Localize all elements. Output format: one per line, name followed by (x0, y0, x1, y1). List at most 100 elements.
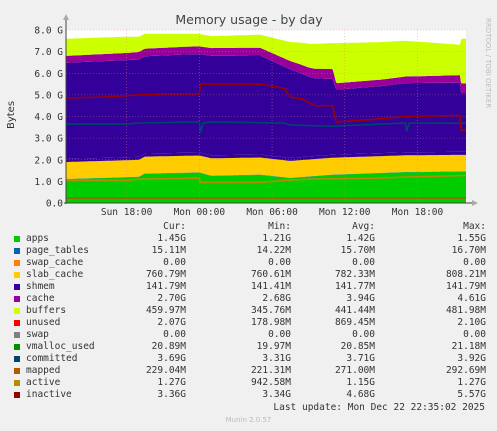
legend-avg: 1.15G (346, 377, 375, 388)
legend-max: 1.55G (457, 233, 486, 244)
legend-name: cache (26, 293, 55, 304)
area-buffers (66, 46, 466, 94)
legend-row-vmalloc_used: vmalloc_used 20.89M 19.97M 20.85M 21.18M (0, 341, 497, 353)
legend-row-shmem: shmem 141.79M 141.41M 141.77M 141.79M (0, 281, 497, 293)
legend-swatch (14, 332, 20, 338)
legend-cur: 1.27G (157, 377, 186, 388)
y-tick-label: 8.0 G (34, 26, 63, 37)
legend-swatch (14, 380, 20, 386)
legend-max: 141.79M (445, 281, 486, 292)
legend-max: 4.61G (457, 293, 486, 304)
legend-swatch (14, 356, 20, 362)
legend-max: 1.27G (457, 377, 486, 388)
legend-min: 221.31M (250, 365, 291, 376)
legend-max: 3.92G (457, 353, 486, 364)
last-update: Last update: Mon Dec 22 22:35:02 2025 (273, 402, 485, 413)
y-tick-label: 2.0 G (34, 155, 63, 166)
legend-cur: 3.36G (157, 389, 186, 400)
legend-cur: 141.79M (145, 281, 186, 292)
x-tick-label: Mon 12:00 (319, 207, 371, 218)
legend-min: 942.58M (250, 377, 291, 388)
legend-avg: 141.77M (334, 281, 375, 292)
legend-avg: 782.33M (334, 269, 375, 280)
legend-cur: 2.07G (157, 317, 186, 328)
x-tick-label: Mon 18:00 (392, 207, 444, 218)
legend-avg: 869.45M (334, 317, 375, 328)
legend-min: 178.98M (250, 317, 291, 328)
area-cache (66, 54, 466, 159)
legend-swatch (14, 320, 20, 326)
y-tick-label: 0.0 (46, 199, 63, 210)
legend-row-apps: apps 1.45G 1.21G 1.42G 1.55G (0, 233, 497, 245)
legend-header-max: Max: (463, 221, 486, 232)
legend-avg: 271.00M (334, 365, 375, 376)
legend-min: 14.22M (256, 245, 291, 256)
line-active (66, 174, 467, 184)
legend-swatch (14, 284, 20, 290)
legend-avg: 4.68G (346, 389, 375, 400)
legend-max: 481.98M (445, 305, 486, 316)
y-axis-label: Bytes (6, 101, 17, 129)
x-tick-label: Mon 00:00 (174, 207, 226, 218)
line-committed (66, 121, 467, 133)
x-tick-label: Sun 18:00 (101, 207, 153, 218)
y-tick-label: 4.0 G (34, 112, 63, 123)
legend-row-buffers: buffers 459.97M 345.76M 441.44M 481.98M (0, 305, 497, 317)
legend-swatch (14, 236, 20, 242)
y-tick-label: 5.0 G (34, 90, 63, 101)
area-unused (66, 33, 466, 84)
x-axis-arrow-icon (472, 200, 478, 206)
legend-cur: 3.69G (157, 353, 186, 364)
legend-name: swap_cache (26, 257, 84, 268)
legend-max: 0.00 (463, 257, 486, 268)
legend-avg: 3.94G (346, 293, 375, 304)
legend-name: vmalloc_used (26, 341, 95, 352)
legend-avg: 20.85M (340, 341, 375, 352)
plot-area: 0.0 1.0 G 2.0 G 3.0 G 4.0 G 5.0 G 6.0 G 7.0 G 8.… (34, 14, 478, 218)
legend-cur: 0.00 (163, 257, 186, 268)
legend-row-mapped: mapped 229.04M 221.31M 271.00M 292.69M (0, 365, 497, 377)
y-tick-label: 6.0 G (34, 69, 63, 80)
munin-credit: Munin 2.0.57 (225, 416, 272, 424)
legend-row-swap: swap 0.00 0.00 0.00 0.00 (0, 329, 497, 341)
legend-min: 345.76M (250, 305, 291, 316)
legend-row-active: active 1.27G 942.58M 1.15G 1.27G (0, 377, 497, 389)
legend-max: 5.57G (457, 389, 486, 400)
legend-avg: 3.71G (346, 353, 375, 364)
area-shmem (66, 151, 466, 162)
legend-swatch (14, 344, 20, 350)
legend-avg: 441.44M (334, 305, 375, 316)
y-tick-label: 1.0 G (34, 177, 63, 188)
legend-row-slab_cache: slab_cache 760.79M 760.61M 782.33M 808.21M (0, 269, 497, 281)
y-axis-arrow-icon (63, 14, 69, 20)
legend-max: 292.69M (445, 365, 486, 376)
legend-min: 3.31G (262, 353, 291, 364)
legend-cur: 760.79M (145, 269, 186, 280)
legend-name: apps (26, 233, 49, 244)
legend-avg: 0.00 (352, 257, 375, 268)
legend-row-swap_cache: swap_cache 0.00 0.00 0.00 0.00 (0, 257, 497, 269)
legend-swatch (14, 392, 20, 398)
legend-avg: 15.70M (340, 245, 375, 256)
legend-name: committed (26, 353, 78, 364)
legend-name: inactive (26, 389, 72, 400)
line-inactive (65, 83, 466, 132)
rrdtool-credit: RRDTOOL / TOBI OETIKER (484, 18, 492, 108)
legend-max: 2.10G (457, 317, 486, 328)
legend-min: 0.00 (268, 329, 291, 340)
legend-name: swap (26, 329, 49, 340)
legend-min: 0.00 (268, 257, 291, 268)
legend-min: 1.21G (262, 233, 291, 244)
legend-min: 3.34G (262, 389, 291, 400)
legend-row-committed: committed 3.69G 3.31G 3.71G 3.92G (0, 353, 497, 365)
legend-header-cur: Cur: (163, 221, 186, 232)
legend-swatch (14, 272, 20, 278)
legend-name: buffers (26, 305, 67, 316)
legend-swatch (14, 248, 20, 254)
legend-min: 19.97M (256, 341, 291, 352)
legend-avg: 1.42G (346, 233, 375, 244)
legend-cur: 229.04M (145, 365, 186, 376)
legend-max: 16.70M (451, 245, 486, 256)
legend-header-avg: Avg: (352, 221, 375, 232)
